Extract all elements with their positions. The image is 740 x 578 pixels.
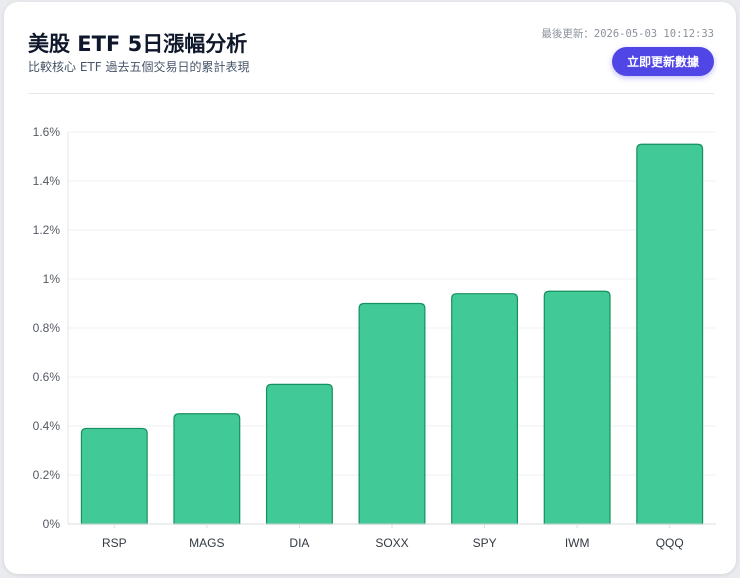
- bar-chart: 0% 0.2% 0.4% 0.6% 0.8% 1% 1.2% 1.4% 1.6% RSP MAGS D…: [33, 125, 716, 550]
- bar-spy[interactable]: [451, 293, 519, 525]
- x-tick-label: QQQ: [656, 536, 684, 550]
- bar-qqq[interactable]: [636, 143, 704, 525]
- x-tick-label: SPY: [473, 536, 497, 550]
- x-tick-label: DIA: [289, 536, 309, 550]
- y-tick-label: 0.2%: [33, 468, 61, 482]
- bar-dia[interactable]: [265, 383, 333, 525]
- x-tick-label: SOXX: [375, 536, 408, 550]
- y-tick-label: 0.6%: [33, 370, 61, 384]
- page-subtitle: 比較核心 ETF 過去五個交易日的累計表現: [28, 60, 250, 74]
- y-tick-label: 0%: [43, 517, 61, 531]
- page-title: 美股 ETF 5日漲幅分析: [28, 32, 248, 56]
- x-tick-label: MAGS: [189, 536, 224, 550]
- bar-mags[interactable]: [173, 413, 241, 525]
- y-tick-label: 1.6%: [33, 125, 61, 139]
- last-updated-timestamp: 最後更新：2026-05-03 10:12:33: [541, 28, 714, 40]
- bar-rsp[interactable]: [80, 427, 148, 525]
- y-tick-label: 0.8%: [33, 321, 61, 335]
- header-divider: [28, 93, 714, 94]
- y-tick-label: 1.2%: [33, 223, 61, 237]
- x-tick-label: IWM: [565, 536, 590, 550]
- bars: [80, 143, 704, 525]
- bar-iwm[interactable]: [543, 290, 611, 525]
- axes: [67, 132, 716, 528]
- x-tick-label: RSP: [102, 536, 127, 550]
- chart-card: 美股 ETF 5日漲幅分析 比較核心 ETF 過去五個交易日的累計表現 最後更新…: [4, 2, 736, 574]
- y-tick-label: 1%: [43, 272, 61, 286]
- tick-labels: 0% 0.2% 0.4% 0.6% 0.8% 1% 1.2% 1.4% 1.6% RSP MAGS D…: [33, 125, 684, 550]
- y-tick-label: 1.4%: [33, 174, 61, 188]
- refresh-data-button[interactable]: 立即更新數據: [612, 47, 714, 76]
- y-tick-label: 0.4%: [33, 419, 61, 433]
- bar-soxx[interactable]: [358, 302, 426, 525]
